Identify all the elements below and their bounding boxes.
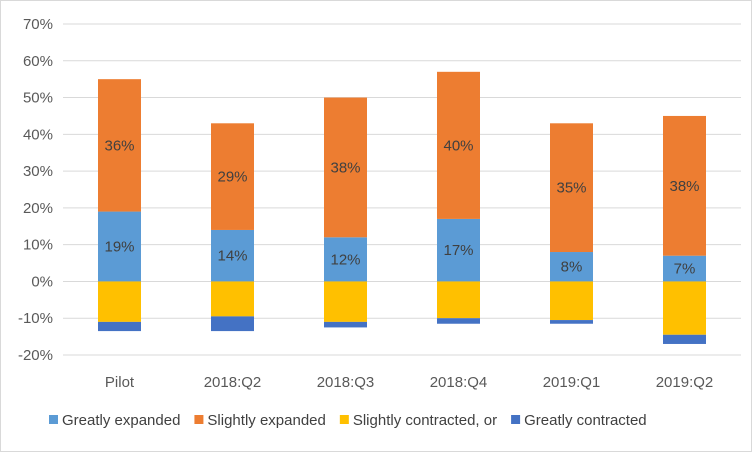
y-tick-label: 0% <box>31 273 53 290</box>
y-tick-label: 10% <box>23 237 53 254</box>
gridlines <box>63 23 741 356</box>
bar-segment <box>437 71 480 219</box>
legend-label: Slightly contracted, or <box>353 412 497 429</box>
x-tick-label: 2018:Q4 <box>430 374 488 391</box>
bar-segment <box>324 321 367 328</box>
legend-swatch <box>511 415 521 424</box>
data-label: 14% <box>217 248 247 265</box>
bar-segment <box>663 281 706 335</box>
bar-segment <box>98 211 141 282</box>
data-label: 40% <box>443 137 473 154</box>
bar-segment <box>550 281 593 321</box>
y-tick-label: 70% <box>23 16 53 33</box>
bar-segment <box>211 123 254 230</box>
bar-segment <box>211 229 254 282</box>
bar-segment <box>663 334 706 344</box>
data-label: 7% <box>674 261 696 278</box>
x-axis-ticks: Pilot 2018:Q2 2018:Q3 2018:Q4 2019:Q1 2019:Q2 <box>105 374 713 391</box>
legend-swatch <box>339 415 349 424</box>
x-tick-label: 2019:Q2 <box>656 374 714 391</box>
data-label: 38% <box>330 159 360 176</box>
x-tick-label: Pilot <box>105 374 135 391</box>
legend-label: Slightly expanded <box>207 412 325 429</box>
bar-segment <box>324 237 367 282</box>
data-label: 29% <box>217 169 247 186</box>
data-labels: 19% 36% 14% 29% 12% 38% 17% 40% 8% 35% 7% 38% <box>104 137 699 277</box>
data-label: 38% <box>669 178 699 195</box>
y-tick-label: 20% <box>23 200 53 217</box>
y-tick-label: 30% <box>23 163 53 180</box>
bar-segment <box>663 115 706 256</box>
data-label: 36% <box>104 137 134 154</box>
y-tick-label: 50% <box>23 90 53 107</box>
x-tick-label: 2018:Q2 <box>204 374 262 391</box>
y-tick-label: -20% <box>18 347 53 364</box>
x-tick-label: 2018:Q3 <box>317 374 375 391</box>
data-label: 17% <box>443 242 473 259</box>
y-tick-label: 40% <box>23 126 53 143</box>
data-label: 35% <box>556 180 586 197</box>
bar-segment <box>324 281 367 322</box>
data-label: 19% <box>104 239 134 256</box>
bar-segment <box>550 252 593 282</box>
legend-label: Greatly contracted <box>524 412 647 429</box>
bar-segment <box>437 281 480 319</box>
legend-swatch <box>194 415 204 424</box>
bar-segment <box>437 218 480 282</box>
bars <box>98 71 706 344</box>
bar-segment <box>211 316 254 332</box>
y-tick-label: 60% <box>23 53 53 70</box>
data-label: 12% <box>330 251 360 268</box>
bar-segment <box>324 97 367 238</box>
data-label: 8% <box>561 259 583 276</box>
y-tick-label: -10% <box>18 310 53 327</box>
bar-segment <box>98 79 141 212</box>
legend: Greatly expanded Slightly expanded Slightl… <box>49 412 647 429</box>
bar-segment <box>98 321 141 332</box>
bar-segment <box>98 281 141 322</box>
bar-segment <box>550 123 593 253</box>
bar-segment <box>663 255 706 282</box>
y-axis-ticks: -20% -10% 0% 10% 20% 30% 40% 50% 60% 70% <box>18 16 53 364</box>
bar-segment <box>211 281 254 317</box>
legend-label: Greatly expanded <box>62 412 180 429</box>
bar-segment <box>437 318 480 324</box>
x-tick-label: 2019:Q1 <box>543 374 601 391</box>
bar-segment <box>550 320 593 324</box>
legend-swatch <box>49 415 58 424</box>
